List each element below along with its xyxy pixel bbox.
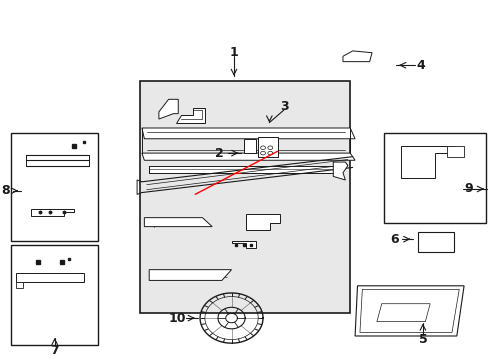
- Text: 9: 9: [464, 183, 472, 195]
- Polygon shape: [243, 139, 255, 153]
- Bar: [11, 244, 98, 345]
- Polygon shape: [400, 146, 453, 178]
- Text: 5: 5: [418, 333, 427, 346]
- Polygon shape: [149, 166, 337, 173]
- Polygon shape: [142, 153, 354, 160]
- Polygon shape: [142, 128, 354, 139]
- Bar: [11, 134, 98, 241]
- Text: 3: 3: [280, 100, 288, 113]
- Text: 8: 8: [1, 184, 10, 197]
- Text: 4: 4: [415, 59, 424, 72]
- Circle shape: [267, 151, 272, 155]
- Text: 6: 6: [389, 233, 398, 246]
- Polygon shape: [258, 137, 277, 157]
- Circle shape: [260, 146, 265, 149]
- Circle shape: [267, 146, 272, 149]
- Text: 1: 1: [229, 46, 238, 59]
- Polygon shape: [231, 241, 255, 248]
- Text: 7: 7: [50, 344, 59, 357]
- Circle shape: [260, 151, 265, 155]
- Polygon shape: [354, 286, 463, 336]
- Polygon shape: [16, 282, 23, 288]
- Bar: [384, 134, 485, 223]
- Polygon shape: [446, 146, 463, 157]
- Polygon shape: [342, 51, 371, 62]
- Text: 10: 10: [168, 311, 185, 325]
- Polygon shape: [16, 273, 83, 282]
- Polygon shape: [144, 218, 212, 226]
- Polygon shape: [333, 162, 347, 180]
- Bar: [139, 81, 349, 313]
- Polygon shape: [30, 209, 74, 216]
- Polygon shape: [159, 99, 178, 119]
- Polygon shape: [245, 214, 280, 230]
- Polygon shape: [149, 270, 231, 280]
- Polygon shape: [176, 108, 204, 123]
- Polygon shape: [417, 232, 453, 252]
- Text: 2: 2: [215, 147, 224, 159]
